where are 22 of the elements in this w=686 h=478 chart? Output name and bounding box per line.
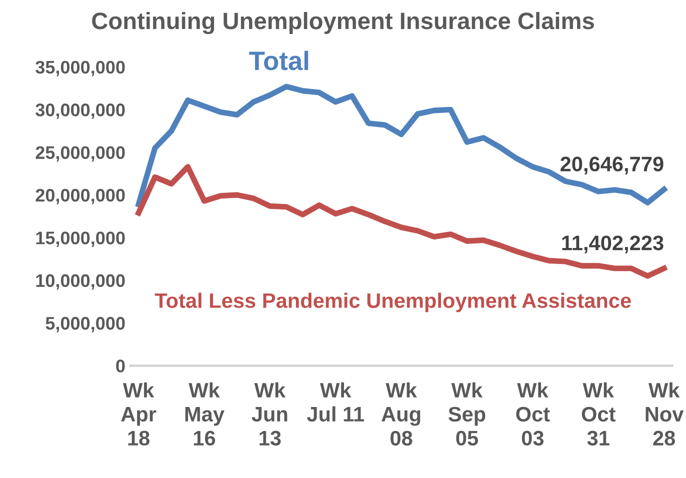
y-tick-label: 15,000,000	[36, 232, 125, 247]
data-label: 11,402,223	[562, 236, 664, 254]
x-tick-label: Wk Sep 05	[448, 382, 486, 446]
y-tick-label: 20,000,000	[36, 188, 125, 204]
data-label: 20,646,779	[560, 156, 664, 174]
x-tick-label: Wk Jul 11	[306, 382, 364, 422]
y-tick-label: 30,000,000	[36, 104, 125, 119]
x-tick-label: Wk Oct 03	[516, 382, 550, 446]
x-tick-label: Wk Apr 18	[121, 382, 156, 446]
x-tick-label: Wk May 16	[185, 382, 224, 446]
series-label: Total Less Pandemic Unemployment Assistance	[154, 292, 631, 312]
y-tick-label: 35,000,000	[36, 60, 125, 76]
y-tick-label: 10,000,000	[36, 274, 125, 290]
y-tick-label: 25,000,000	[36, 146, 125, 162]
chart-title: Continuing Unemployment Insurance Claims	[92, 12, 594, 34]
y-tick-label: 0	[116, 360, 125, 372]
x-tick-label: Wk Nov 28	[646, 382, 684, 446]
y-tick-label: 5,000,000	[46, 316, 125, 332]
x-tick-label: Wk Oct 31	[582, 382, 616, 446]
x-tick-label: Wk Aug 08	[382, 382, 420, 446]
x-tick-label: Wk Jun 13	[252, 382, 288, 446]
series-label: Total	[249, 50, 308, 70]
